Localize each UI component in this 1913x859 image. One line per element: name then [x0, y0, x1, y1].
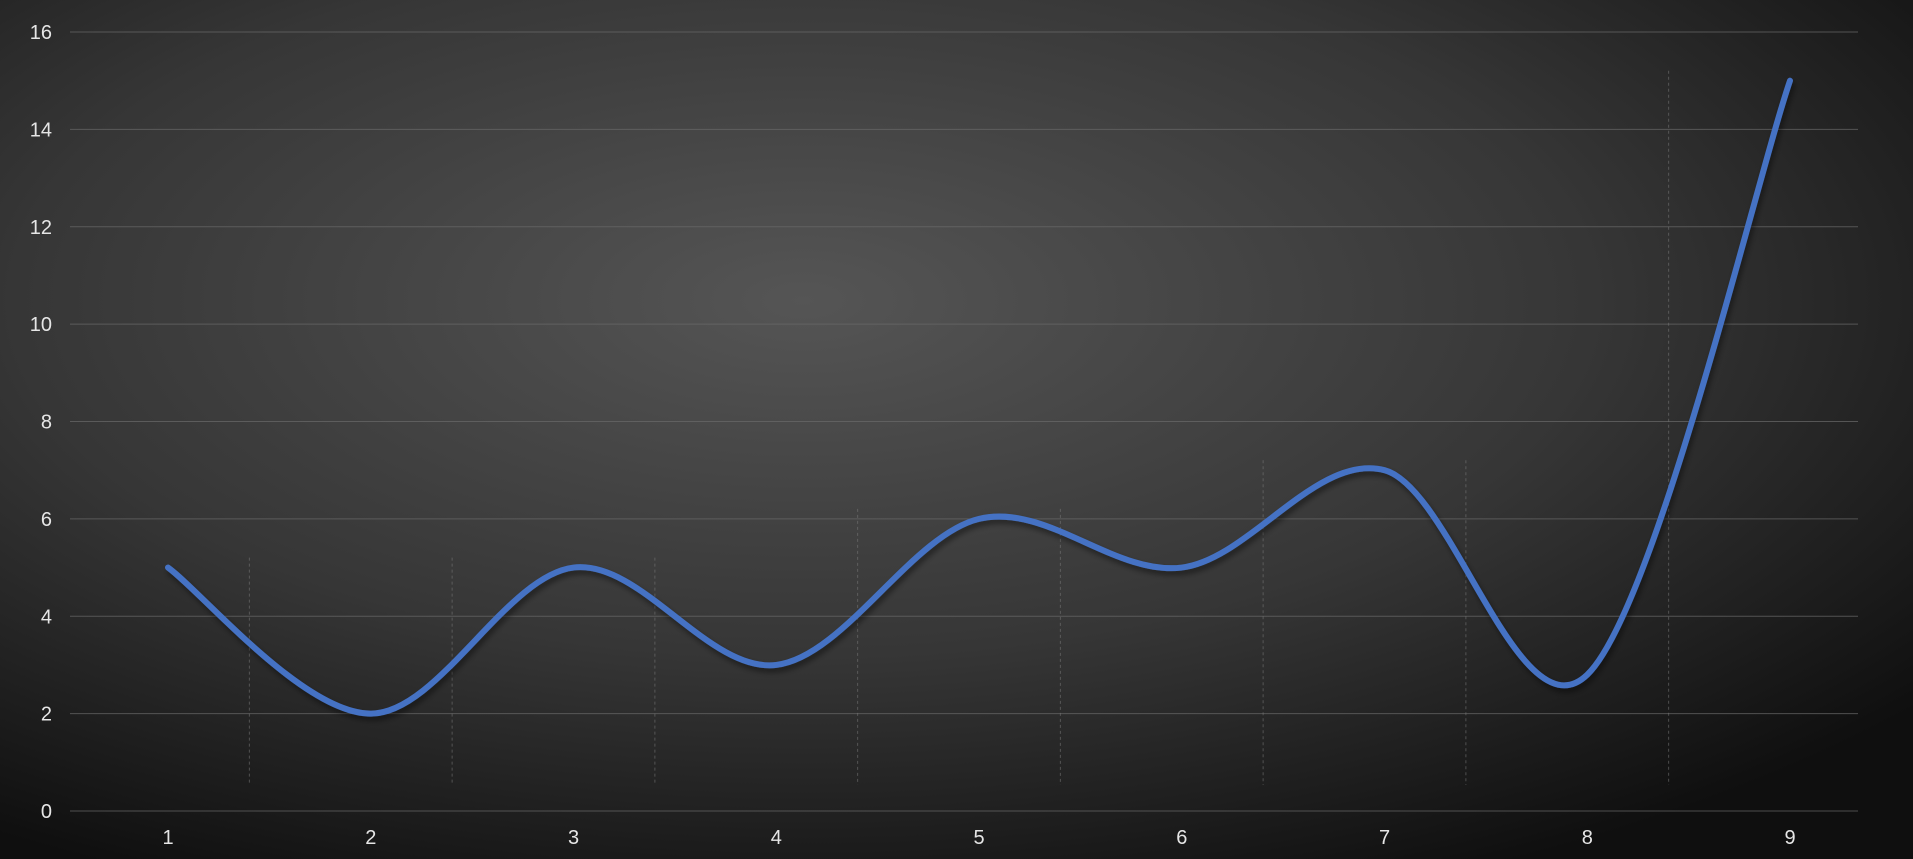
- y-tick-label: 12: [30, 217, 52, 239]
- y-tick-label: 6: [41, 509, 52, 531]
- y-tick-label: 16: [30, 22, 52, 44]
- x-axis-ticks: 1 2 3 4 5 6 7 8 9: [162, 827, 1795, 849]
- series-line: [165, 77, 1793, 717]
- x-tick-label: 2: [365, 827, 376, 849]
- y-tick-label: 2: [41, 704, 52, 726]
- drop-lines: [248, 70, 1670, 785]
- x-tick-label: 4: [771, 827, 782, 849]
- x-tick-label: 9: [1784, 827, 1795, 849]
- y-axis-ticks: 0 2 4 6 8 10 12 14 16: [30, 22, 52, 823]
- series-layer: [165, 77, 1793, 717]
- y-tick-label: 10: [30, 314, 52, 336]
- y-tick-label: 14: [30, 119, 52, 141]
- y-tick-label: 4: [41, 606, 52, 628]
- x-tick-label: 1: [162, 827, 173, 849]
- x-tick-label: 7: [1379, 827, 1390, 849]
- x-tick-label: 5: [973, 827, 984, 849]
- x-tick-label: 6: [1176, 827, 1187, 849]
- y-tick-label: 0: [41, 801, 52, 823]
- x-tick-label: 3: [568, 827, 579, 849]
- x-tick-label: 8: [1582, 827, 1593, 849]
- y-tick-label: 8: [41, 412, 52, 434]
